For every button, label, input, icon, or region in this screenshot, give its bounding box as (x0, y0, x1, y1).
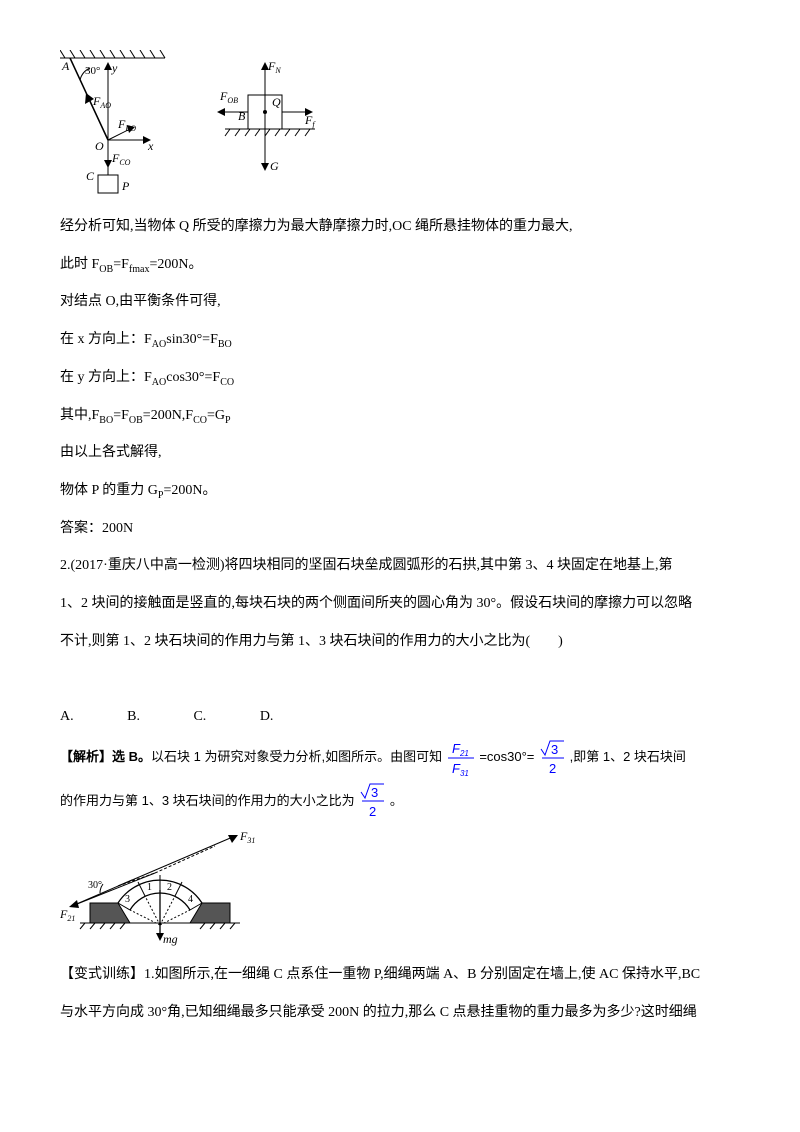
top-diagrams: A 30° y FAO FBO O x FCO C P FN FOB B Q F… (60, 50, 740, 200)
svg-text:G: G (270, 159, 279, 173)
options-row: A. B. C. D. (60, 700, 740, 734)
eq-fob: 此时 FOB=Ffmax=200N。 (60, 248, 740, 282)
svg-text:O: O (95, 139, 104, 153)
svg-text:FN: FN (267, 59, 281, 75)
svg-text:F31: F31 (239, 829, 255, 845)
option-d: D. (260, 700, 274, 734)
svg-text:2: 2 (167, 882, 172, 893)
svg-text:1: 1 (147, 882, 152, 893)
q2-line3: 不计,则第 1、2 块石块间的作用力与第 1、3 块石块间的作用力的大小之比为(… (60, 625, 740, 659)
diagram-block-q: FN FOB B Q Ff G (210, 50, 320, 190)
svg-text:4: 4 (188, 894, 193, 905)
q2-line2: 1、2 块间的接触面是竖直的,每块石块的两个侧面间所夹的圆心角为 30°。假设石… (60, 587, 740, 621)
svg-text:F21: F21 (60, 907, 75, 923)
fraction-f21-f31: F21 F31 (446, 739, 476, 777)
variant-line1: 【变式训练】1.如图所示,在一细绳 C 点系住一重物 P,细绳两端 A、B 分别… (60, 958, 740, 992)
svg-text:3: 3 (371, 785, 378, 800)
svg-text:Ff: Ff (304, 113, 316, 129)
svg-text:C: C (86, 169, 95, 183)
option-b: B. (127, 700, 140, 734)
svg-text:FBO: FBO (117, 117, 136, 133)
result-gp: 物体 P 的重力 GP=200N。 (60, 474, 740, 508)
fraction-sqrt3-2-a: 3 2 (538, 739, 566, 777)
analysis-line: 经分析可知,当物体 Q 所受的摩擦力为最大静摩擦力时,OC 绳所悬挂物体的重力最… (60, 210, 740, 244)
option-a: A. (60, 700, 74, 734)
svg-text:mg: mg (163, 932, 178, 946)
svg-text:3: 3 (551, 742, 558, 757)
svg-text:Q: Q (272, 95, 281, 109)
solution-line1: 【解析】选 B。以石块 1 为研究对象受力分析,如图所示。由图可知 F21 F3… (60, 737, 740, 777)
q2-line1: 2.(2017·重庆八中高一检测)将四块相同的坚固石块垒成圆弧形的石拱,其中第 … (60, 549, 740, 583)
svg-text:F31: F31 (452, 761, 469, 777)
variant-line2: 与水平方向成 30°角,已知细绳最多只能承受 200N 的拉力,那么 C 点悬挂… (60, 996, 740, 1030)
svg-text:FOB: FOB (219, 89, 238, 105)
arch-diagram: F31 F21 30° 3 1 2 4 (60, 828, 740, 948)
svg-text:2: 2 (369, 804, 376, 819)
option-c: C. (193, 700, 206, 734)
eq-y: 在 y 方向上：FAOcos30°=FCO (60, 361, 740, 395)
svg-text:B: B (238, 109, 246, 123)
svg-text:F21: F21 (452, 741, 469, 758)
svg-text:30°: 30° (85, 65, 100, 77)
svg-text:2: 2 (549, 761, 556, 776)
svg-text:P: P (121, 179, 130, 193)
answer: 答案：200N (60, 512, 740, 546)
solution-line2: 的作用力与第 1、3 块石块间的作用力的大小之比为 3 2 。 (60, 781, 740, 821)
fraction-sqrt3-2-b: 3 2 (358, 782, 386, 820)
solve-intro: 由以上各式解得, (60, 436, 740, 470)
eq-x: 在 x 方向上：FAOsin30°=FBO (60, 323, 740, 357)
svg-text:x: x (147, 139, 154, 153)
diagram-knot-o: A 30° y FAO FBO O x FCO C P (60, 50, 170, 200)
eq-where: 其中,FBO=FOB=200N,FCO=GP (60, 399, 740, 433)
svg-text:30°: 30° (88, 880, 102, 891)
svg-text:A: A (61, 59, 70, 73)
balance-intro: 对结点 O,由平衡条件可得, (60, 285, 740, 319)
svg-text:y: y (111, 61, 118, 75)
svg-text:FCO: FCO (111, 151, 131, 167)
svg-text:3: 3 (125, 894, 130, 905)
